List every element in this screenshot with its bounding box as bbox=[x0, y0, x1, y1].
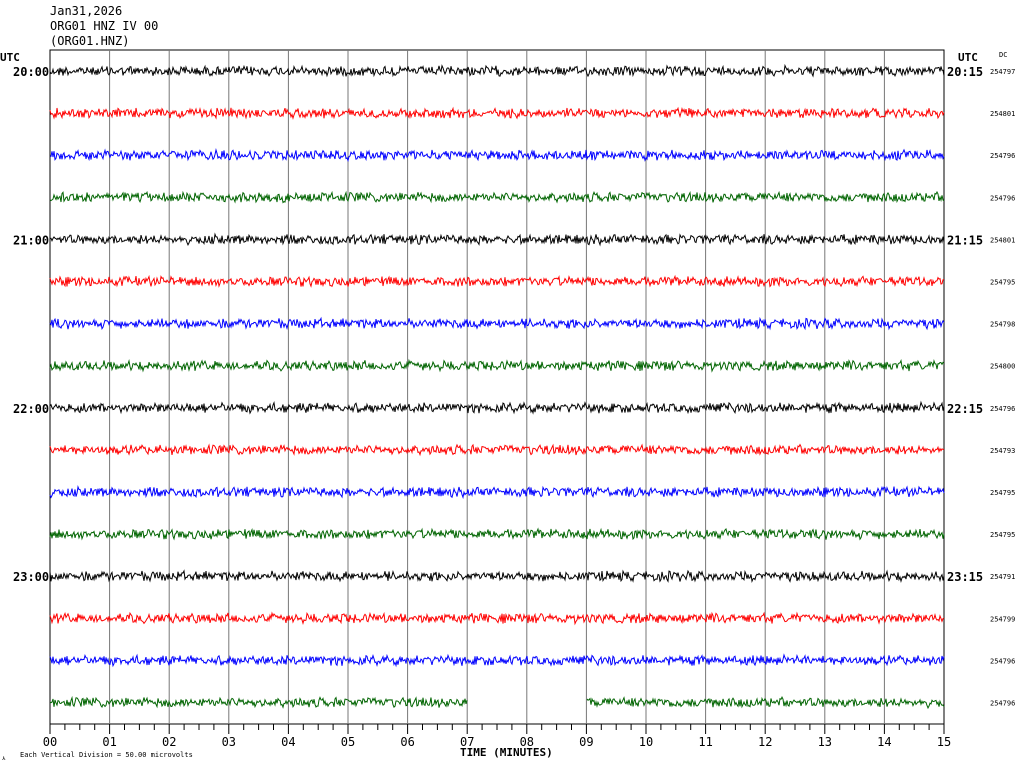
trace-line bbox=[49, 611, 945, 626]
x-tick-label: 03 bbox=[222, 735, 236, 749]
dc-value: 254801 bbox=[990, 236, 1015, 244]
dc-value: 254796 bbox=[990, 700, 1015, 708]
station-label: ORG01 HNZ IV 00 bbox=[50, 19, 159, 33]
row-end-time-label: 22:15 bbox=[947, 402, 983, 416]
dc-value: 254796 bbox=[990, 152, 1015, 160]
x-axis-title: TIME (MINUTES) bbox=[460, 746, 553, 759]
plot-date: Jan31,2026 bbox=[50, 4, 123, 18]
dc-value: 254799 bbox=[990, 615, 1015, 623]
dc-value: 254796 bbox=[990, 657, 1015, 665]
x-tick-label: 07 bbox=[460, 735, 474, 749]
x-tick-label: 10 bbox=[639, 735, 653, 749]
trace-line bbox=[49, 63, 945, 78]
row-end-time-label: 20:15 bbox=[947, 65, 983, 79]
x-tick-label: 02 bbox=[162, 735, 176, 749]
row-end-time-label: 23:15 bbox=[947, 570, 983, 584]
trace-line bbox=[49, 569, 945, 584]
label-group: 00 01 02 03 04 05 06 07 08 09 10 11 12 13 14 15 20:00 20:… bbox=[13, 65, 1015, 749]
trace-line bbox=[49, 190, 945, 204]
utc-left-label: UTC bbox=[0, 51, 20, 64]
x-tick-label: 12 bbox=[758, 735, 772, 749]
logo-mark: ⋏ bbox=[1, 755, 6, 762]
dc-value: 254795 bbox=[990, 489, 1015, 497]
x-tick-label: 11 bbox=[698, 735, 712, 749]
x-tick-label: 14 bbox=[877, 735, 891, 749]
x-tick-label: 06 bbox=[400, 735, 414, 749]
dc-value: 254800 bbox=[990, 363, 1015, 371]
dc-value: 254801 bbox=[990, 110, 1015, 118]
x-tick-label: 05 bbox=[341, 735, 355, 749]
trace-group bbox=[49, 63, 945, 710]
trace-line bbox=[49, 358, 945, 373]
x-tick-label: 13 bbox=[818, 735, 832, 749]
x-axis: 00 01 02 03 04 05 06 07 08 09 10 11 12 13 14 15 bbox=[43, 724, 951, 749]
channel-label: (ORG01.HNZ) bbox=[50, 34, 130, 48]
trace-line bbox=[49, 232, 945, 247]
x-tick-label: 04 bbox=[281, 735, 295, 749]
trace-line bbox=[49, 484, 945, 500]
x-tick-label: 15 bbox=[937, 735, 951, 749]
trace-line bbox=[49, 400, 945, 415]
trace-line bbox=[49, 106, 945, 120]
trace-line bbox=[49, 274, 945, 288]
dc-label: DC bbox=[999, 51, 1007, 59]
row-time-label: 21:00 bbox=[13, 233, 49, 247]
dc-value: 254791 bbox=[990, 573, 1015, 581]
trace-line bbox=[49, 443, 945, 457]
row-time-label: 22:00 bbox=[13, 402, 49, 416]
dc-value: 254798 bbox=[990, 321, 1015, 329]
trace-line bbox=[49, 653, 945, 668]
dc-value: 254796 bbox=[990, 405, 1015, 413]
dc-value: 254797 bbox=[990, 68, 1015, 76]
dc-value: 254795 bbox=[990, 531, 1015, 539]
row-time-label: 23:00 bbox=[13, 570, 49, 584]
x-tick-label: 09 bbox=[579, 735, 593, 749]
x-tick-label: 08 bbox=[520, 735, 534, 749]
trace-line bbox=[50, 695, 945, 710]
dc-value: 254795 bbox=[990, 279, 1015, 287]
x-tick-label: 01 bbox=[102, 735, 116, 749]
x-tick-label: 00 bbox=[43, 735, 57, 749]
scale-note: Each Vertical Division = 50.00 microvolt… bbox=[20, 751, 193, 759]
dc-value: 254796 bbox=[990, 194, 1015, 202]
utc-right-label: UTC bbox=[958, 51, 978, 64]
row-time-label: 20:00 bbox=[13, 65, 49, 79]
trace-line bbox=[49, 148, 945, 163]
trace-line bbox=[49, 316, 945, 331]
trace-line bbox=[49, 527, 945, 541]
row-end-time-label: 21:15 bbox=[947, 233, 983, 247]
dc-value: 254793 bbox=[990, 447, 1015, 455]
